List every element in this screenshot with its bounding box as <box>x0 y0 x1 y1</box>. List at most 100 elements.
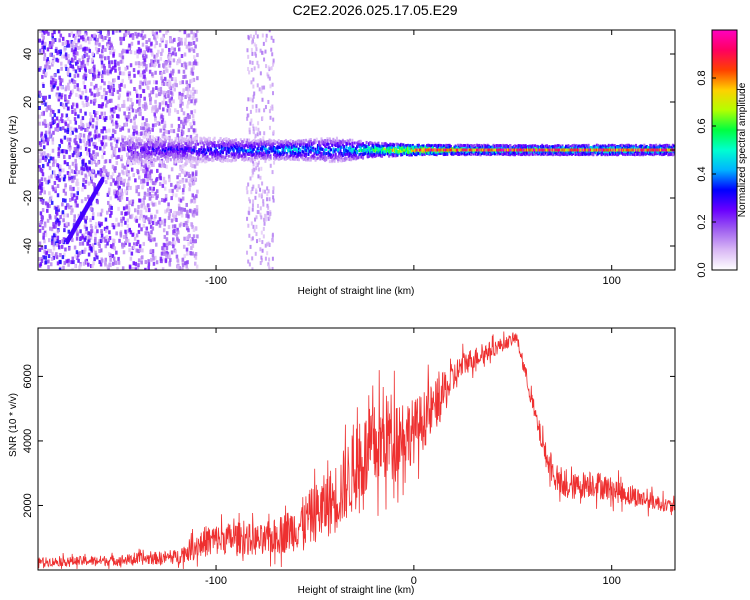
spectrogram-cell <box>190 125 193 130</box>
spectrogram-cell <box>328 160 331 164</box>
spectrogram-cell <box>211 152 214 156</box>
spectrogram-cell <box>109 85 112 90</box>
spectrogram-cell <box>143 133 146 138</box>
spectrogram-cell <box>348 151 351 155</box>
spectrogram-cell <box>74 35 77 40</box>
spectrogram-cell <box>286 141 289 145</box>
spectrogram-cell <box>186 138 189 142</box>
spectrogram-cell <box>271 238 274 243</box>
spectrogram-cell <box>162 81 166 86</box>
spectrogram-cell <box>127 139 130 143</box>
spectrogram-cell <box>155 80 158 85</box>
spectrogram-cell <box>90 91 94 96</box>
spectrogram-cell <box>214 151 217 155</box>
spectrogram-cell <box>334 148 337 152</box>
spectrogram-cell <box>113 168 117 173</box>
spectrogram-cell <box>150 158 153 162</box>
spectrogram-cell <box>118 197 122 202</box>
spectrogram-cell <box>71 64 75 69</box>
spectrogram-cell <box>176 141 179 145</box>
spectrogram-cell <box>322 156 325 160</box>
spectrogram-cell <box>143 69 146 74</box>
spectrogram-cell <box>175 254 179 259</box>
spectrogram-cell <box>371 147 374 151</box>
spectrogram-cell <box>80 171 84 176</box>
spectrogram-cell <box>189 157 192 161</box>
spectrogram-cell <box>93 71 96 76</box>
spectrogram-cell <box>281 143 284 147</box>
spectrogram-cell <box>67 59 71 64</box>
spectrogram-cell <box>74 149 78 154</box>
spectrogram-cell <box>144 67 148 72</box>
spectrogram-cell <box>83 54 86 59</box>
spectrogram-cell <box>174 151 177 155</box>
spectrogram-cell <box>95 41 99 46</box>
spectrogram-cell <box>263 218 266 223</box>
spectrogram-cell <box>181 130 185 135</box>
spectrogram-cell <box>64 247 67 252</box>
spectrogram-cell <box>220 147 223 151</box>
spectrogram-cell <box>103 70 106 75</box>
spectrogram-cell <box>345 157 348 161</box>
spectrogram-cell <box>66 71 70 76</box>
spectrogram-cell <box>180 63 184 68</box>
spectrogram-cell <box>277 145 280 149</box>
spectrogram-cell <box>267 264 270 269</box>
spectrogram-cell <box>178 173 181 178</box>
spectrogram-cell <box>129 118 133 123</box>
spectrogram-cell <box>394 148 397 152</box>
spectrogram-cell <box>57 147 61 152</box>
spectrogram-cell <box>129 230 133 235</box>
spectrogram-cell <box>170 250 174 255</box>
spectrogram-cell <box>153 35 156 40</box>
spectrogram-cell <box>129 185 132 190</box>
spectrogram-cell <box>89 36 93 41</box>
spectrogram-cell <box>256 209 259 214</box>
spectrogram-cell <box>138 106 141 111</box>
spectrogram-cell <box>52 242 56 247</box>
spectrogram-cell <box>38 164 41 169</box>
spectrogram-cell <box>236 143 239 147</box>
spectrogram-cell <box>311 142 313 146</box>
spectrogram-cell <box>218 143 221 147</box>
spectrogram-cell <box>45 108 48 113</box>
spectrogram-cell <box>382 152 385 156</box>
spectrogram-cell <box>65 85 68 90</box>
spectrogram-cell <box>219 157 222 161</box>
spectrogram-cell <box>206 138 209 142</box>
spectrogram-cell <box>254 137 257 142</box>
spectrogram-cell <box>191 251 194 256</box>
spectrogram-cell <box>184 62 187 67</box>
spectrogram-cell <box>89 206 93 211</box>
spectrogram-cell <box>244 149 247 153</box>
spectrogram-cell <box>339 145 342 149</box>
spectrogram-cell <box>201 150 204 154</box>
spectrogram-cell <box>48 65 51 70</box>
spectrogram-cell <box>141 36 145 41</box>
spectrogram-cell <box>123 84 126 89</box>
spectrogram-cell <box>73 245 77 250</box>
spectrogram-cell <box>381 154 384 158</box>
spectrogram-cell <box>77 213 81 218</box>
spectrogram-cell <box>244 144 247 148</box>
spectrogram-cell <box>123 147 127 152</box>
spectrogram-cell <box>388 154 391 158</box>
spectrogram-cell <box>403 148 406 152</box>
spectrogram-cell <box>314 150 317 154</box>
spectrogram-cell <box>185 44 189 49</box>
spectrogram-cell <box>340 159 343 163</box>
spectrogram-cell <box>122 103 126 108</box>
spectrogram-cell <box>189 142 192 146</box>
spectrogram-cell <box>264 149 267 153</box>
spectrogram-cell <box>74 254 77 259</box>
spectrogram-cell <box>171 213 175 218</box>
spectrogram-cell <box>109 69 112 74</box>
spectrogram-cell <box>47 175 51 180</box>
spectrogram-cell <box>91 212 95 217</box>
spectrogram-cell <box>156 156 159 160</box>
spectrogram-cell <box>255 150 258 154</box>
spectrogram-cell <box>53 73 56 78</box>
spectrogram-cell <box>86 151 89 156</box>
spectrogram-cell <box>147 154 150 158</box>
spectrogram-cell <box>219 143 222 147</box>
